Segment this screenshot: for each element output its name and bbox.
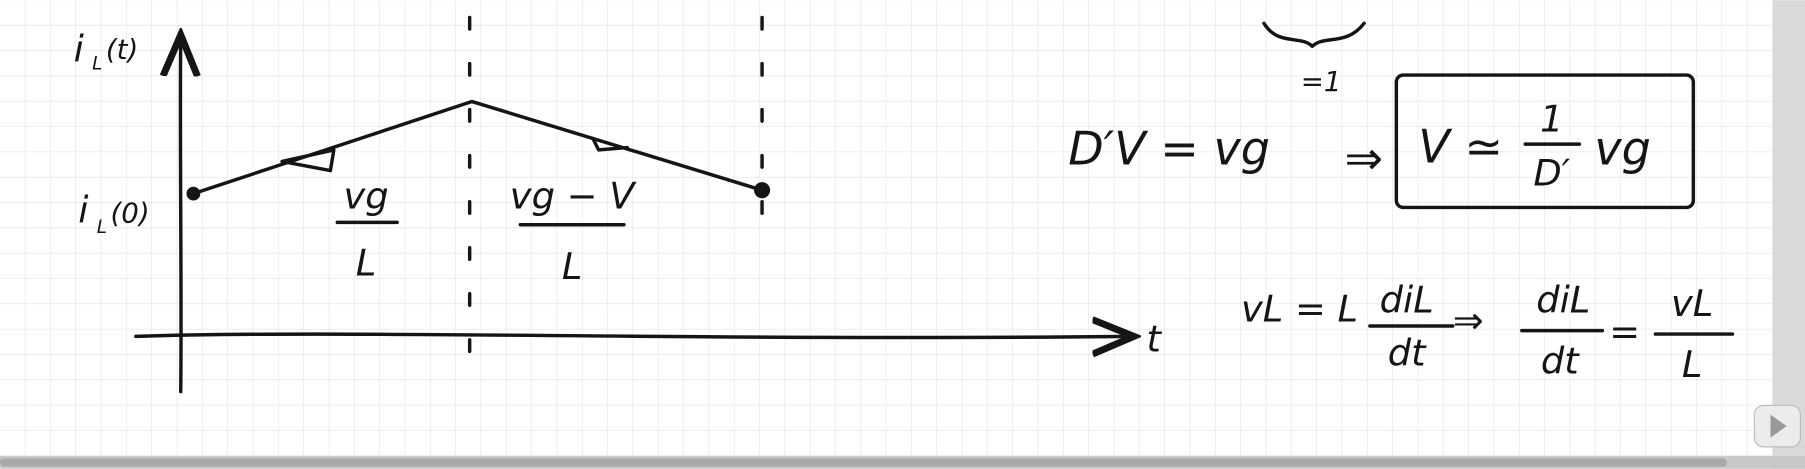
y-axis-label-rest: (t) xyxy=(106,33,138,66)
x-axis-label: t xyxy=(1147,317,1163,360)
top-annotation: =1 xyxy=(1301,65,1342,98)
derivative-denominator: dt xyxy=(1541,339,1580,382)
initial-label-sub: L xyxy=(97,217,107,238)
inductor-numerator: diL xyxy=(1380,278,1434,321)
nav-icon xyxy=(1770,414,1787,438)
slope-marker xyxy=(280,148,336,173)
slope-numerator: vg − V xyxy=(510,175,637,218)
scrollbar-thumb[interactable] xyxy=(0,458,1727,467)
underbrace xyxy=(1262,21,1366,49)
initial-label-rest: (0) xyxy=(111,196,150,229)
slope-numerator: vg xyxy=(343,175,388,218)
inductor-lhs: vL = L xyxy=(1241,288,1358,331)
inductor-denominator: dt xyxy=(1388,331,1427,374)
derivative-numerator: diL xyxy=(1536,278,1590,321)
slope-marker xyxy=(591,136,630,152)
y-axis-label: i xyxy=(74,27,85,70)
slope-denominator: L xyxy=(562,245,583,288)
derivative-rhs-numerator: vL xyxy=(1671,282,1713,325)
initial-label: i xyxy=(78,189,89,232)
result-denominator: D′ xyxy=(1533,152,1570,195)
end-point xyxy=(754,182,771,199)
start-point xyxy=(186,186,201,201)
x-axis xyxy=(134,334,1134,337)
y-axis xyxy=(180,35,181,394)
derivative-rhs-denominator: L xyxy=(1682,343,1703,386)
result-box xyxy=(1394,73,1696,210)
y-axis-label-sub: L xyxy=(92,54,102,75)
side-panel xyxy=(1772,0,1805,469)
balance-equation: D′V = vg xyxy=(1068,122,1270,176)
result-lhs: V ≃ xyxy=(1418,119,1503,173)
result-numerator: 1 xyxy=(1540,98,1563,141)
implies-arrow: ⇒ xyxy=(1345,131,1384,185)
equals: = xyxy=(1609,311,1640,354)
slope-denominator: L xyxy=(356,242,377,285)
implies-arrow: ⇒ xyxy=(1453,299,1484,342)
result-rhs: vg xyxy=(1594,122,1650,176)
